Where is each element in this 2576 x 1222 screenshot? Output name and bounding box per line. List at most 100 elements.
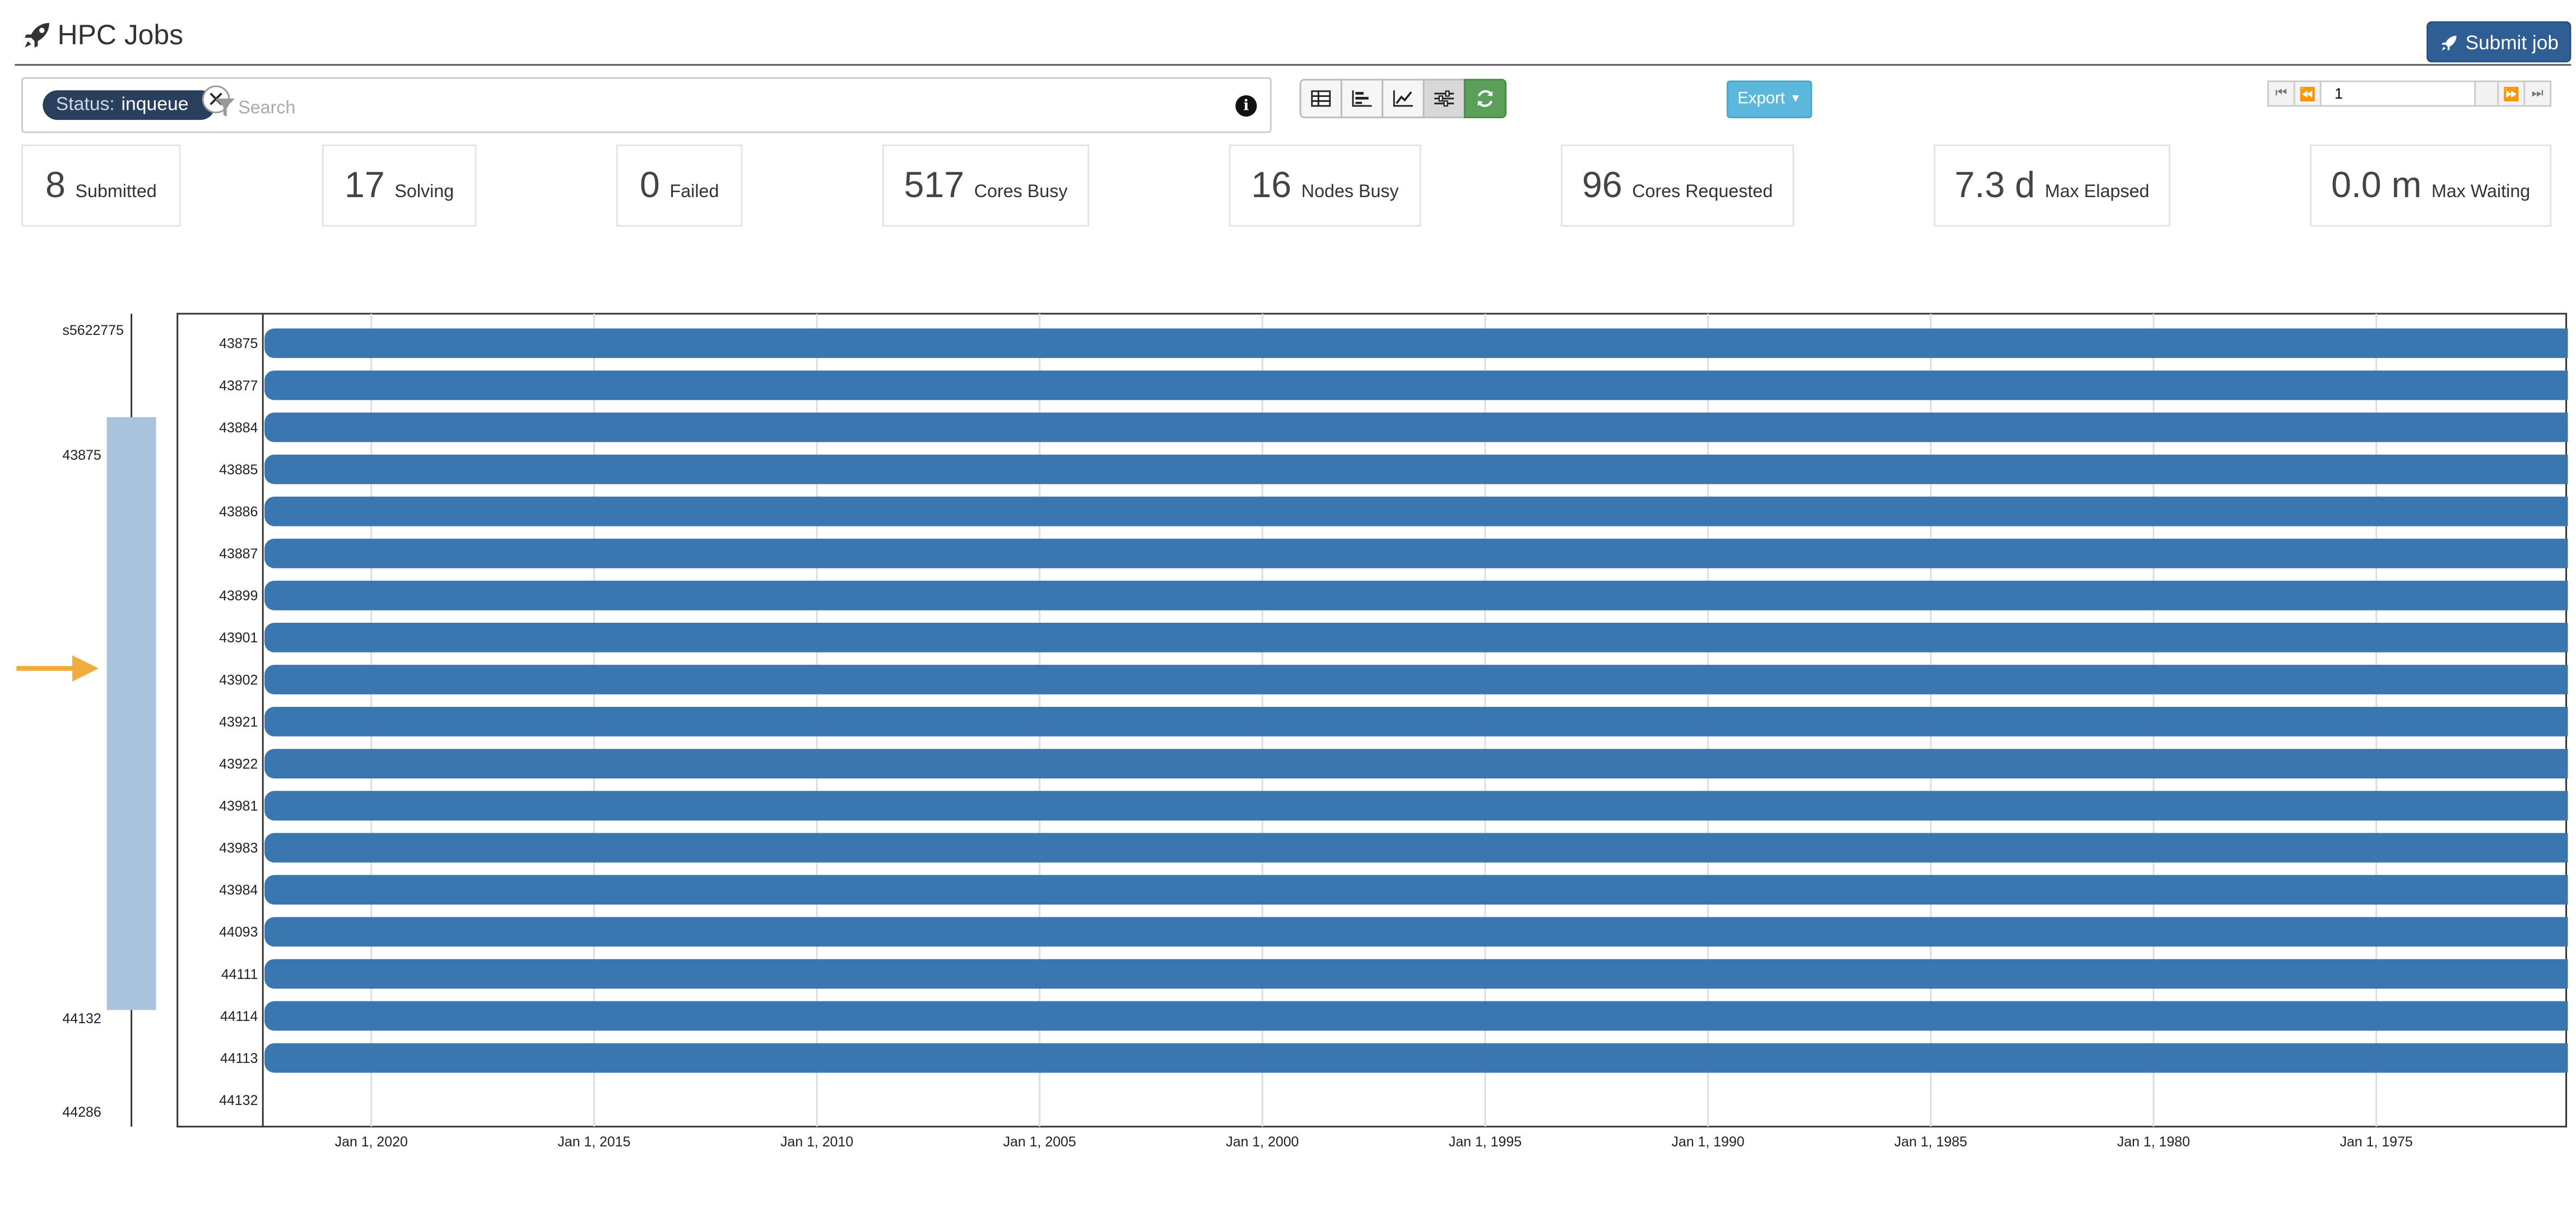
stat-nodes-busy: 16 Nodes Busy bbox=[1229, 144, 1421, 227]
stat-cores-busy: 517 Cores Busy bbox=[882, 144, 1090, 227]
submit-job-label: Submit job bbox=[2465, 30, 2559, 54]
y-tick-label: 43984 bbox=[219, 883, 258, 898]
stat-failed: 0 Failed bbox=[616, 144, 743, 227]
overview-label: 44286 bbox=[62, 1104, 101, 1120]
x-tick-label: Jan 1, 1975 bbox=[2340, 1134, 2412, 1150]
page-number-input[interactable] bbox=[2319, 80, 2476, 107]
rocket-icon bbox=[24, 23, 49, 48]
x-tick-label: Jan 1, 1985 bbox=[1894, 1134, 1967, 1150]
job-bar[interactable] bbox=[264, 623, 2576, 652]
chip-label: Status: bbox=[55, 95, 115, 115]
stat-label: Cores Requested bbox=[1632, 182, 1773, 202]
x-tick-label: Jan 1, 2020 bbox=[335, 1134, 408, 1150]
job-bar[interactable] bbox=[264, 370, 2576, 400]
stat-max-elapsed: 7.3 d Max Elapsed bbox=[1933, 144, 2170, 227]
stat-value: 8 bbox=[45, 164, 66, 206]
stat-label: Failed bbox=[669, 182, 719, 202]
job-bar[interactable] bbox=[264, 1043, 2576, 1073]
job-bar[interactable] bbox=[264, 454, 2576, 484]
arrow-right-icon bbox=[72, 655, 99, 682]
stat-solving: 17 Solving bbox=[322, 144, 477, 227]
refresh-button[interactable] bbox=[1463, 78, 1507, 119]
stat-value: 96 bbox=[1582, 164, 1622, 206]
overview-brush[interactable] bbox=[106, 417, 156, 1010]
job-bar[interactable] bbox=[264, 833, 2576, 863]
rocket-icon bbox=[2441, 35, 2456, 50]
line-chart-icon bbox=[1393, 90, 1413, 107]
last-page-icon[interactable]: ⏭ bbox=[2523, 80, 2552, 107]
overview-strip[interactable]: s5622775 43875 44132 44286 bbox=[16, 314, 156, 1127]
y-tick-label: 43899 bbox=[219, 588, 258, 604]
stat-value: 17 bbox=[345, 164, 385, 206]
stat-label: Max Waiting bbox=[2431, 182, 2531, 202]
stat-value: 0 bbox=[639, 164, 660, 206]
line-view-button[interactable] bbox=[1382, 78, 1425, 119]
stat-label: Submitted bbox=[75, 182, 157, 202]
x-tick-label: Jan 1, 2000 bbox=[1226, 1134, 1299, 1150]
page-title: HPC Jobs bbox=[57, 20, 184, 51]
stat-value: 0.0 m bbox=[2331, 164, 2422, 206]
y-tick-label: 44113 bbox=[220, 1051, 258, 1066]
gantt-view-button[interactable] bbox=[1340, 78, 1384, 119]
x-tick-label: Jan 1, 1990 bbox=[1672, 1134, 1745, 1150]
caret-down-icon: ▼ bbox=[1789, 94, 1802, 105]
stat-value: 7.3 d bbox=[1954, 164, 2035, 206]
job-bar[interactable] bbox=[264, 538, 2576, 568]
job-bar[interactable] bbox=[264, 328, 2576, 358]
y-tick-label: 44132 bbox=[219, 1093, 258, 1108]
y-tick-label: 43922 bbox=[219, 756, 258, 772]
pager-spacer bbox=[2474, 80, 2499, 107]
job-bar[interactable] bbox=[264, 1001, 2576, 1031]
y-tick-label: 43887 bbox=[219, 546, 258, 562]
stat-submitted: 8 Submitted bbox=[21, 144, 181, 227]
next-page-icon[interactable]: ⏩ bbox=[2497, 80, 2526, 107]
sliders-icon bbox=[1434, 90, 1454, 107]
settings-view-button[interactable] bbox=[1422, 78, 1466, 119]
chart-clip bbox=[2568, 295, 2576, 1183]
job-bar[interactable] bbox=[264, 875, 2576, 905]
filter-icon bbox=[215, 98, 235, 117]
stat-max-waiting: 0.0 m Max Waiting bbox=[2310, 144, 2552, 227]
y-tick-label: 44114 bbox=[220, 1009, 258, 1024]
search-bar[interactable]: Status: inqueue ✕ i bbox=[21, 77, 1272, 133]
y-tick-label: 43902 bbox=[219, 672, 258, 688]
job-bar[interactable] bbox=[264, 959, 2576, 989]
status-filter-chip[interactable]: Status: inqueue bbox=[43, 90, 215, 120]
table-view-button[interactable] bbox=[1299, 78, 1342, 119]
header-bar: HPC Jobs Submit job bbox=[15, 0, 2572, 66]
overview-label: s5622775 bbox=[62, 323, 123, 338]
x-tick-label: Jan 1, 2005 bbox=[1003, 1134, 1076, 1150]
search-input[interactable] bbox=[235, 94, 1211, 123]
submit-job-button[interactable]: Submit job bbox=[2426, 21, 2572, 63]
x-tick-label: Jan 1, 1980 bbox=[2117, 1134, 2190, 1150]
stat-value: 517 bbox=[904, 164, 965, 206]
y-tick-label: 44111 bbox=[221, 967, 258, 982]
job-bar[interactable] bbox=[264, 707, 2576, 736]
x-tick-label: Jan 1, 1995 bbox=[1449, 1134, 1522, 1150]
job-bar[interactable] bbox=[264, 917, 2576, 947]
bar-chart-icon bbox=[1352, 90, 1372, 107]
stat-cores-requested: 96 Cores Requested bbox=[1560, 144, 1794, 227]
y-tick-label: 43875 bbox=[219, 336, 258, 352]
stat-label: Max Elapsed bbox=[2045, 182, 2150, 202]
first-page-icon[interactable]: ⏮ bbox=[2267, 80, 2295, 107]
job-bar[interactable] bbox=[264, 791, 2576, 821]
info-icon[interactable]: i bbox=[1235, 95, 1257, 117]
job-bar[interactable] bbox=[264, 412, 2576, 442]
y-tick-label: 44093 bbox=[219, 925, 258, 940]
job-bar[interactable] bbox=[264, 580, 2576, 610]
job-bar[interactable] bbox=[264, 496, 2576, 526]
job-bar[interactable] bbox=[264, 749, 2576, 778]
y-tick-label: 43921 bbox=[219, 714, 258, 730]
stat-label: Cores Busy bbox=[974, 182, 1068, 202]
y-tick-label: 43901 bbox=[219, 630, 258, 646]
stat-label: Solving bbox=[394, 182, 454, 202]
export-button[interactable]: Export ▼ bbox=[1727, 80, 1812, 119]
overview-label: 43875 bbox=[62, 447, 101, 463]
x-tick-label: Jan 1, 2010 bbox=[780, 1134, 853, 1150]
gantt-chart[interactable]: s5622775 43875 44132 44286 Jan 1, 2020 Jan 1… bbox=[0, 295, 2576, 1183]
prev-page-icon[interactable]: ⏪ bbox=[2293, 80, 2322, 107]
export-label: Export bbox=[1737, 90, 1785, 109]
y-tick-label: 43885 bbox=[219, 462, 258, 478]
job-bar[interactable] bbox=[264, 665, 2576, 694]
